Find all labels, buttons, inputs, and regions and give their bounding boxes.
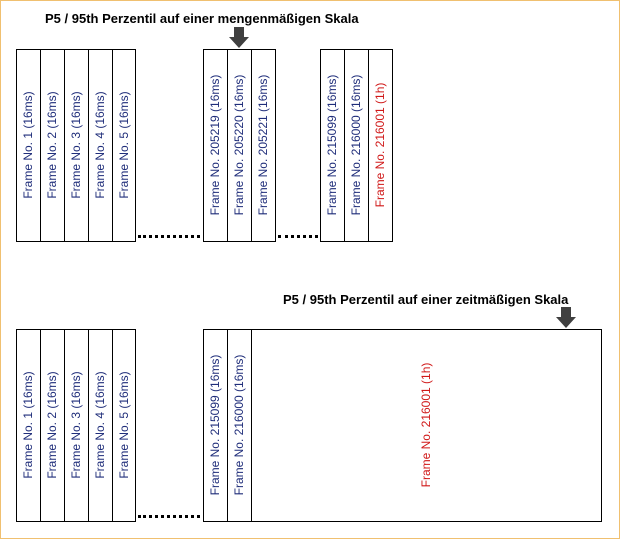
top-group1-cell [88,49,89,242]
top-group2-cell [251,49,252,242]
bottom-group1-cell [40,329,41,522]
top-frame-label: Frame No. 205220 (16ms) [232,74,246,216]
top-title: P5 / 95th Perzentil auf einer mengenmäßi… [45,11,359,26]
top-group3-cell [344,49,345,242]
top-frame-label: Frame No. 215099 (16ms) [325,74,339,216]
bottom-frame-group-2 [203,329,602,522]
bottom-group1-cell [112,329,113,522]
top-group1-cell [64,49,65,242]
top-frame-label: Frame No. 4 (16ms) [93,91,107,199]
bottom-frame-label: Frame No. 2 (16ms) [45,371,59,479]
top-frame-label: Frame No. 205221 (16ms) [256,74,270,216]
bottom-frame-label: Frame No. 3 (16ms) [69,371,83,479]
top-group3-cell [368,49,369,242]
bottom-title: P5 / 95th Perzentil auf einer zeitmäßige… [283,292,569,307]
bottom-long-frame-label: Frame No. 216001 (1h) [419,362,433,488]
top-group2-cell [227,49,228,242]
top-group1-cell [112,49,113,242]
top-ellipsis-2 [278,235,318,238]
bottom-group1-cell [64,329,65,522]
top-frame-label: Frame No. 205219 (16ms) [208,74,222,216]
top-frame-group-1 [16,49,136,242]
top-frame-label: Frame No. 5 (16ms) [117,91,131,199]
top-frame-label: Frame No. 216000 (16ms) [349,74,363,216]
bottom-frame-label: Frame No. 5 (16ms) [117,371,131,479]
top-group1-cell [40,49,41,242]
top-frame-label: Frame No. 3 (16ms) [69,91,83,199]
top-frame-label: Frame No. 1 (16ms) [21,91,35,199]
bottom-frame-label: Frame No. 215099 (16ms) [208,354,222,496]
bottom-group2-cell [251,329,252,522]
bottom-group1-cell [88,329,89,522]
top-frame-label: Frame No. 2 (16ms) [45,91,59,199]
top-percentile-arrow-icon [229,27,249,48]
bottom-frame-label: Frame No. 216000 (16ms) [232,354,246,496]
bottom-ellipsis [138,515,200,518]
top-ellipsis-1 [138,235,200,238]
top-frame-group-3 [320,49,393,242]
bottom-frame-group-1 [16,329,136,522]
top-frame-group-2 [203,49,276,242]
bottom-frame-label: Frame No. 4 (16ms) [93,371,107,479]
bottom-frame-label: Frame No. 1 (16ms) [21,371,35,479]
bottom-percentile-arrow-icon [556,307,576,328]
top-frame-label-highlight: Frame No. 216001 (1h) [373,82,387,208]
bottom-group2-cell [227,329,228,522]
